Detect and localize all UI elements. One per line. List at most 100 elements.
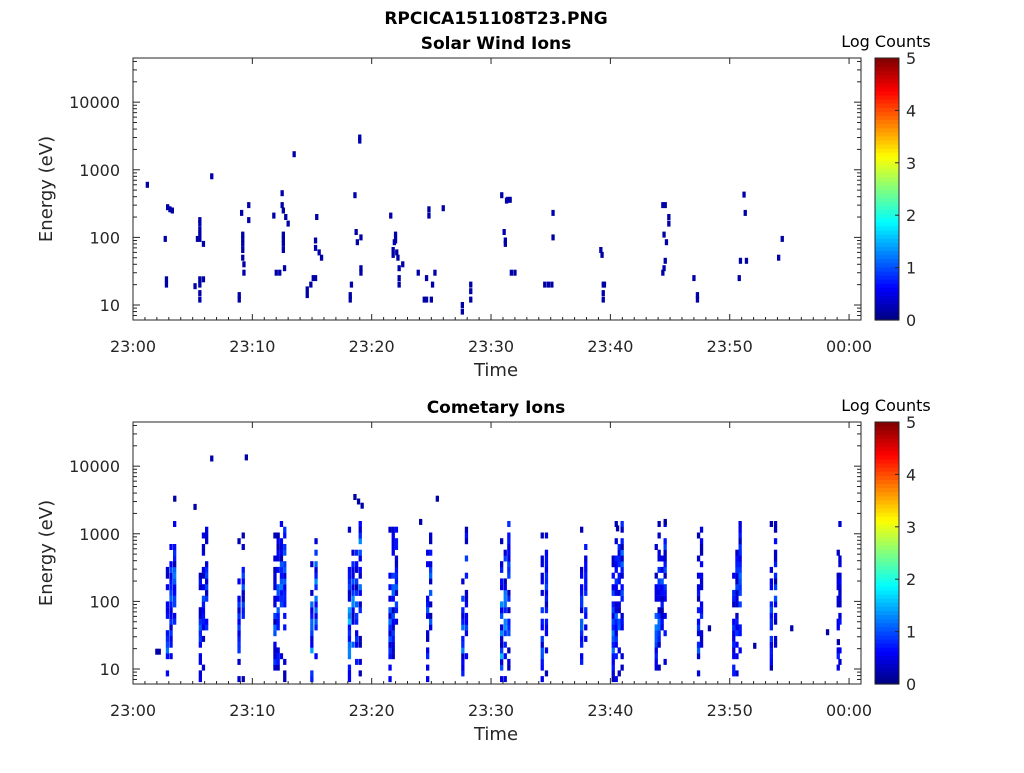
heatmap-cell	[429, 566, 433, 573]
heatmap-cell	[198, 217, 202, 224]
heatmap-cell	[201, 584, 206, 591]
heatmap-cell	[464, 653, 469, 660]
heatmap-cell	[273, 641, 277, 648]
heatmap-cell	[201, 595, 206, 602]
cometary-heatmap	[155, 454, 842, 683]
heatmap-cell	[580, 572, 584, 579]
heatmap-cell	[394, 566, 399, 573]
heatmap-cell	[614, 521, 618, 527]
heatmap-cell	[283, 572, 287, 579]
heatmap-cell	[358, 670, 362, 677]
heatmap-cell	[838, 578, 842, 585]
heatmap-cell	[351, 641, 355, 648]
heatmap-cell	[241, 578, 245, 585]
heatmap-cell	[355, 549, 359, 556]
heatmap-cell	[464, 538, 469, 545]
heatmap-cell	[732, 647, 736, 654]
heatmap-cell	[351, 595, 355, 602]
heatmap-cell	[654, 595, 658, 602]
heatmap-cell	[738, 549, 742, 556]
heatmap-cell	[314, 601, 318, 608]
heatmap-cell	[429, 538, 433, 545]
heatmap-cell	[661, 202, 665, 209]
heatmap-cell	[241, 601, 245, 608]
heatmap-cell	[198, 630, 202, 637]
heatmap-cell	[657, 641, 661, 648]
heatmap-cell	[735, 630, 739, 637]
heatmap-cell	[461, 607, 465, 614]
heatmap-cell	[503, 618, 507, 625]
heatmap-cell	[611, 635, 615, 642]
heatmap-cell	[617, 549, 621, 556]
heatmap-cell	[165, 572, 170, 579]
heatmap-cell	[305, 292, 309, 299]
heatmap-cell	[611, 555, 615, 562]
colorbar-segment	[875, 602, 899, 607]
heatmap-cell	[464, 630, 469, 637]
heatmap-cell	[614, 641, 618, 648]
colorbar-segment	[875, 487, 899, 493]
heatmap-cell	[240, 209, 244, 216]
heatmap-cell	[461, 618, 465, 625]
colorbar-segment	[875, 585, 899, 591]
heatmap-cell	[429, 612, 433, 619]
heatmap-cell	[699, 641, 704, 648]
heatmap-cell	[388, 630, 392, 637]
heatmap-cell	[241, 676, 245, 683]
heatmap-cell	[198, 635, 202, 642]
heatmap-cell	[469, 288, 473, 295]
heatmap-cell	[544, 578, 549, 585]
heatmap-cell	[507, 532, 511, 539]
colorbar-segment	[875, 234, 899, 239]
heatmap-cell	[353, 192, 357, 199]
heatmap-cell	[738, 624, 742, 631]
heatmap-cell	[401, 261, 405, 268]
colorbar-segment	[875, 229, 899, 235]
heatmap-cell	[426, 635, 430, 642]
heatmap-cell	[663, 566, 667, 573]
heatmap-cell	[351, 578, 355, 585]
heatmap-cell	[273, 572, 277, 579]
heatmap-cell	[735, 561, 739, 568]
heatmap-cell	[732, 624, 736, 631]
heatmap-cell	[391, 589, 395, 596]
heatmap-cell	[170, 207, 174, 214]
colorbar-segment	[875, 315, 899, 321]
colorbar-segment	[875, 160, 899, 166]
heatmap-cell	[663, 584, 667, 591]
colorbar-segment	[875, 225, 899, 231]
solar-wind-heatmap	[145, 134, 784, 315]
heatmap-cell	[660, 618, 664, 625]
heatmap-cell	[314, 584, 318, 591]
heatmap-cell	[735, 601, 739, 608]
heatmap-cell	[667, 220, 671, 227]
heatmap-cell	[283, 595, 287, 602]
colorbar-segment	[875, 462, 899, 468]
heatmap-cell	[283, 578, 287, 585]
heatmap-cell	[165, 601, 170, 608]
heatmap-cell	[461, 653, 465, 660]
colorbar-tick-label: 3	[906, 518, 916, 537]
heatmap-cell	[663, 572, 667, 579]
heatmap-cell	[198, 235, 202, 242]
colorbar-segment	[875, 103, 899, 108]
heatmap-cell	[310, 561, 314, 568]
heatmap-cell	[388, 584, 392, 591]
colorbar-segment	[875, 593, 899, 599]
heatmap-cell	[769, 578, 773, 585]
colorbar-tick-label: 0	[906, 311, 916, 330]
heatmap-cell	[838, 584, 842, 591]
heatmap-cell	[347, 647, 352, 654]
colorbar-segment	[875, 675, 899, 681]
colorbar-segment	[875, 152, 899, 157]
heatmap-cell	[283, 544, 287, 550]
heatmap-cell	[347, 584, 352, 591]
colorbar-tick-label: 0	[906, 675, 916, 694]
heatmap-cell	[662, 265, 666, 272]
heatmap-cell	[660, 589, 664, 596]
heatmap-cell	[611, 624, 615, 631]
heatmap-cell	[614, 653, 618, 660]
heatmap-cell	[205, 624, 209, 631]
heatmap-cell	[430, 281, 435, 288]
cometary-title: Cometary Ions	[427, 398, 566, 418]
